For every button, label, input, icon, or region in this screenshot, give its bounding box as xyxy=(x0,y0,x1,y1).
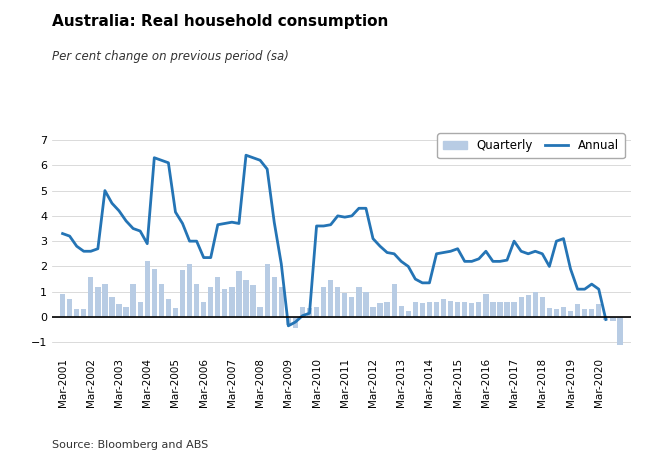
Bar xyxy=(384,302,390,317)
Bar xyxy=(307,308,312,317)
Bar xyxy=(476,302,482,317)
Bar xyxy=(561,307,566,317)
Bar xyxy=(95,287,101,317)
Bar xyxy=(102,284,107,317)
Bar xyxy=(589,309,594,317)
Bar xyxy=(314,307,319,317)
Bar xyxy=(292,317,298,329)
Bar xyxy=(257,307,263,317)
Bar xyxy=(159,284,164,317)
Bar xyxy=(144,261,150,317)
Bar xyxy=(180,270,185,317)
Bar xyxy=(272,277,277,317)
Bar xyxy=(427,302,432,317)
Bar xyxy=(208,287,213,317)
Bar xyxy=(201,302,206,317)
Bar xyxy=(237,272,242,317)
Bar xyxy=(349,297,354,317)
Bar xyxy=(483,294,489,317)
Bar xyxy=(363,292,369,317)
Bar xyxy=(173,308,178,317)
Bar xyxy=(229,287,235,317)
Bar xyxy=(279,287,284,317)
Bar xyxy=(370,307,376,317)
Bar xyxy=(512,302,517,317)
Bar xyxy=(406,311,411,317)
Bar xyxy=(243,280,249,317)
Bar xyxy=(547,308,552,317)
Bar xyxy=(81,309,86,317)
Bar xyxy=(398,306,404,317)
Bar xyxy=(504,302,510,317)
Bar xyxy=(469,303,474,317)
Bar xyxy=(497,302,502,317)
Text: Per cent change on previous period (sa): Per cent change on previous period (sa) xyxy=(52,50,289,63)
Bar xyxy=(568,311,573,317)
Bar xyxy=(455,302,460,317)
Bar xyxy=(378,303,383,317)
Bar xyxy=(194,284,200,317)
Bar xyxy=(60,294,65,317)
Bar xyxy=(74,309,79,317)
Bar xyxy=(420,303,425,317)
Bar xyxy=(603,317,608,319)
Bar xyxy=(328,280,333,317)
Bar xyxy=(222,289,227,317)
Bar xyxy=(187,264,192,317)
Bar xyxy=(413,302,418,317)
Bar xyxy=(554,309,559,317)
Bar xyxy=(356,287,361,317)
Bar xyxy=(462,302,467,317)
Bar xyxy=(434,302,439,317)
Bar xyxy=(441,299,446,317)
Bar xyxy=(131,284,136,317)
Bar xyxy=(540,297,545,317)
Bar xyxy=(116,304,122,317)
Bar xyxy=(300,307,305,317)
Bar xyxy=(391,284,396,317)
Bar xyxy=(618,317,623,345)
Text: Source: Bloomberg and ABS: Source: Bloomberg and ABS xyxy=(52,440,208,450)
Bar xyxy=(335,287,341,317)
Bar xyxy=(215,277,220,317)
Bar xyxy=(490,302,495,317)
Bar xyxy=(582,309,588,317)
Bar xyxy=(286,317,291,324)
Bar xyxy=(250,285,255,317)
Bar xyxy=(532,292,538,317)
Bar xyxy=(342,293,347,317)
Bar xyxy=(166,299,171,317)
Text: Australia: Real household consumption: Australia: Real household consumption xyxy=(52,14,389,29)
Bar xyxy=(575,304,580,317)
Bar xyxy=(151,269,157,317)
Bar xyxy=(596,304,601,317)
Bar xyxy=(610,317,616,321)
Bar xyxy=(321,287,326,317)
Bar xyxy=(88,277,94,317)
Bar xyxy=(519,297,524,317)
Bar xyxy=(448,301,453,317)
Legend: Quarterly, Annual: Quarterly, Annual xyxy=(437,133,625,158)
Bar xyxy=(67,299,72,317)
Bar xyxy=(109,297,114,317)
Bar xyxy=(124,307,129,317)
Bar xyxy=(265,264,270,317)
Bar xyxy=(138,302,143,317)
Bar xyxy=(526,295,531,317)
